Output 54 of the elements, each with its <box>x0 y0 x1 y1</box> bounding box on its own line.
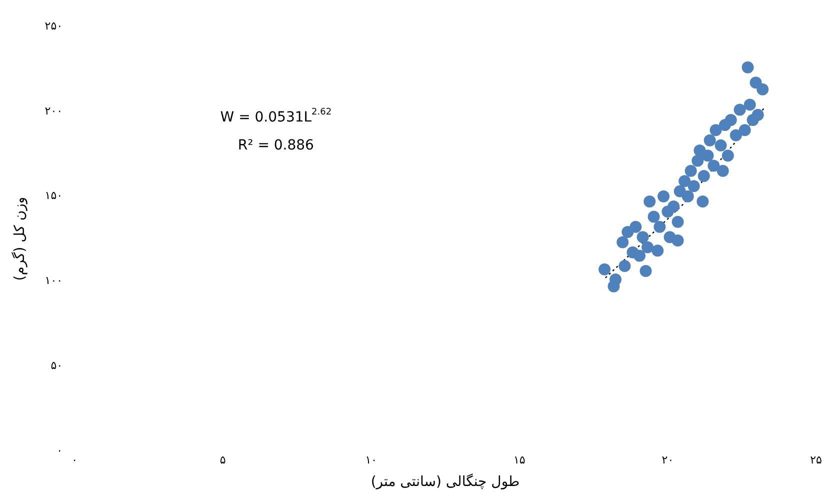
point <box>704 134 716 146</box>
y-tick-label: ۲۵۰ <box>44 19 63 32</box>
point <box>744 98 756 111</box>
point <box>648 210 660 223</box>
point <box>716 164 729 177</box>
point <box>654 220 666 233</box>
annotation: R² = 0.886 <box>238 138 314 154</box>
point <box>642 241 654 254</box>
point <box>714 139 727 152</box>
point <box>702 150 714 162</box>
x-tick-label: ۱۵ <box>513 453 526 466</box>
point <box>630 220 642 233</box>
x-tick-label: ۰ <box>72 453 78 466</box>
point <box>678 175 691 188</box>
point <box>684 164 697 177</box>
point <box>742 61 754 74</box>
x-tick-label: ۱۰ <box>365 453 378 466</box>
point <box>722 150 734 162</box>
y-tick-label: ۰ <box>56 444 63 457</box>
point <box>710 124 722 136</box>
x-axis-title: طول چنگالی (سانتی متر) <box>370 473 520 490</box>
point <box>658 190 670 202</box>
point <box>644 195 656 208</box>
x-tick-label: ۲۰ <box>662 453 674 466</box>
point <box>672 216 684 228</box>
y-tick-label: ۵۰ <box>50 358 63 372</box>
y-axis-title: وزن کل (گرم) <box>11 196 28 281</box>
point <box>698 170 710 182</box>
point <box>688 180 700 192</box>
point <box>616 236 629 248</box>
point <box>598 263 611 276</box>
y-tick-label: ۲۰۰ <box>44 104 63 118</box>
x-tick-label: ۲۵ <box>810 453 822 466</box>
point <box>636 231 649 244</box>
point <box>634 250 646 262</box>
point <box>756 83 769 96</box>
y-tick-label: ۱۵۰ <box>44 189 63 202</box>
point <box>610 274 622 286</box>
point <box>682 190 694 202</box>
point <box>668 200 680 213</box>
point <box>752 108 764 121</box>
point <box>672 234 684 246</box>
point <box>618 260 631 272</box>
point <box>724 114 737 126</box>
point <box>692 154 704 167</box>
point <box>730 129 742 142</box>
point <box>734 104 746 116</box>
y-tick-label: ۱۰۰ <box>44 274 63 288</box>
point <box>640 265 652 278</box>
point <box>738 124 751 136</box>
x-tick-label: ۵ <box>220 453 226 466</box>
point <box>652 244 664 257</box>
point <box>708 160 720 172</box>
point <box>696 195 709 208</box>
